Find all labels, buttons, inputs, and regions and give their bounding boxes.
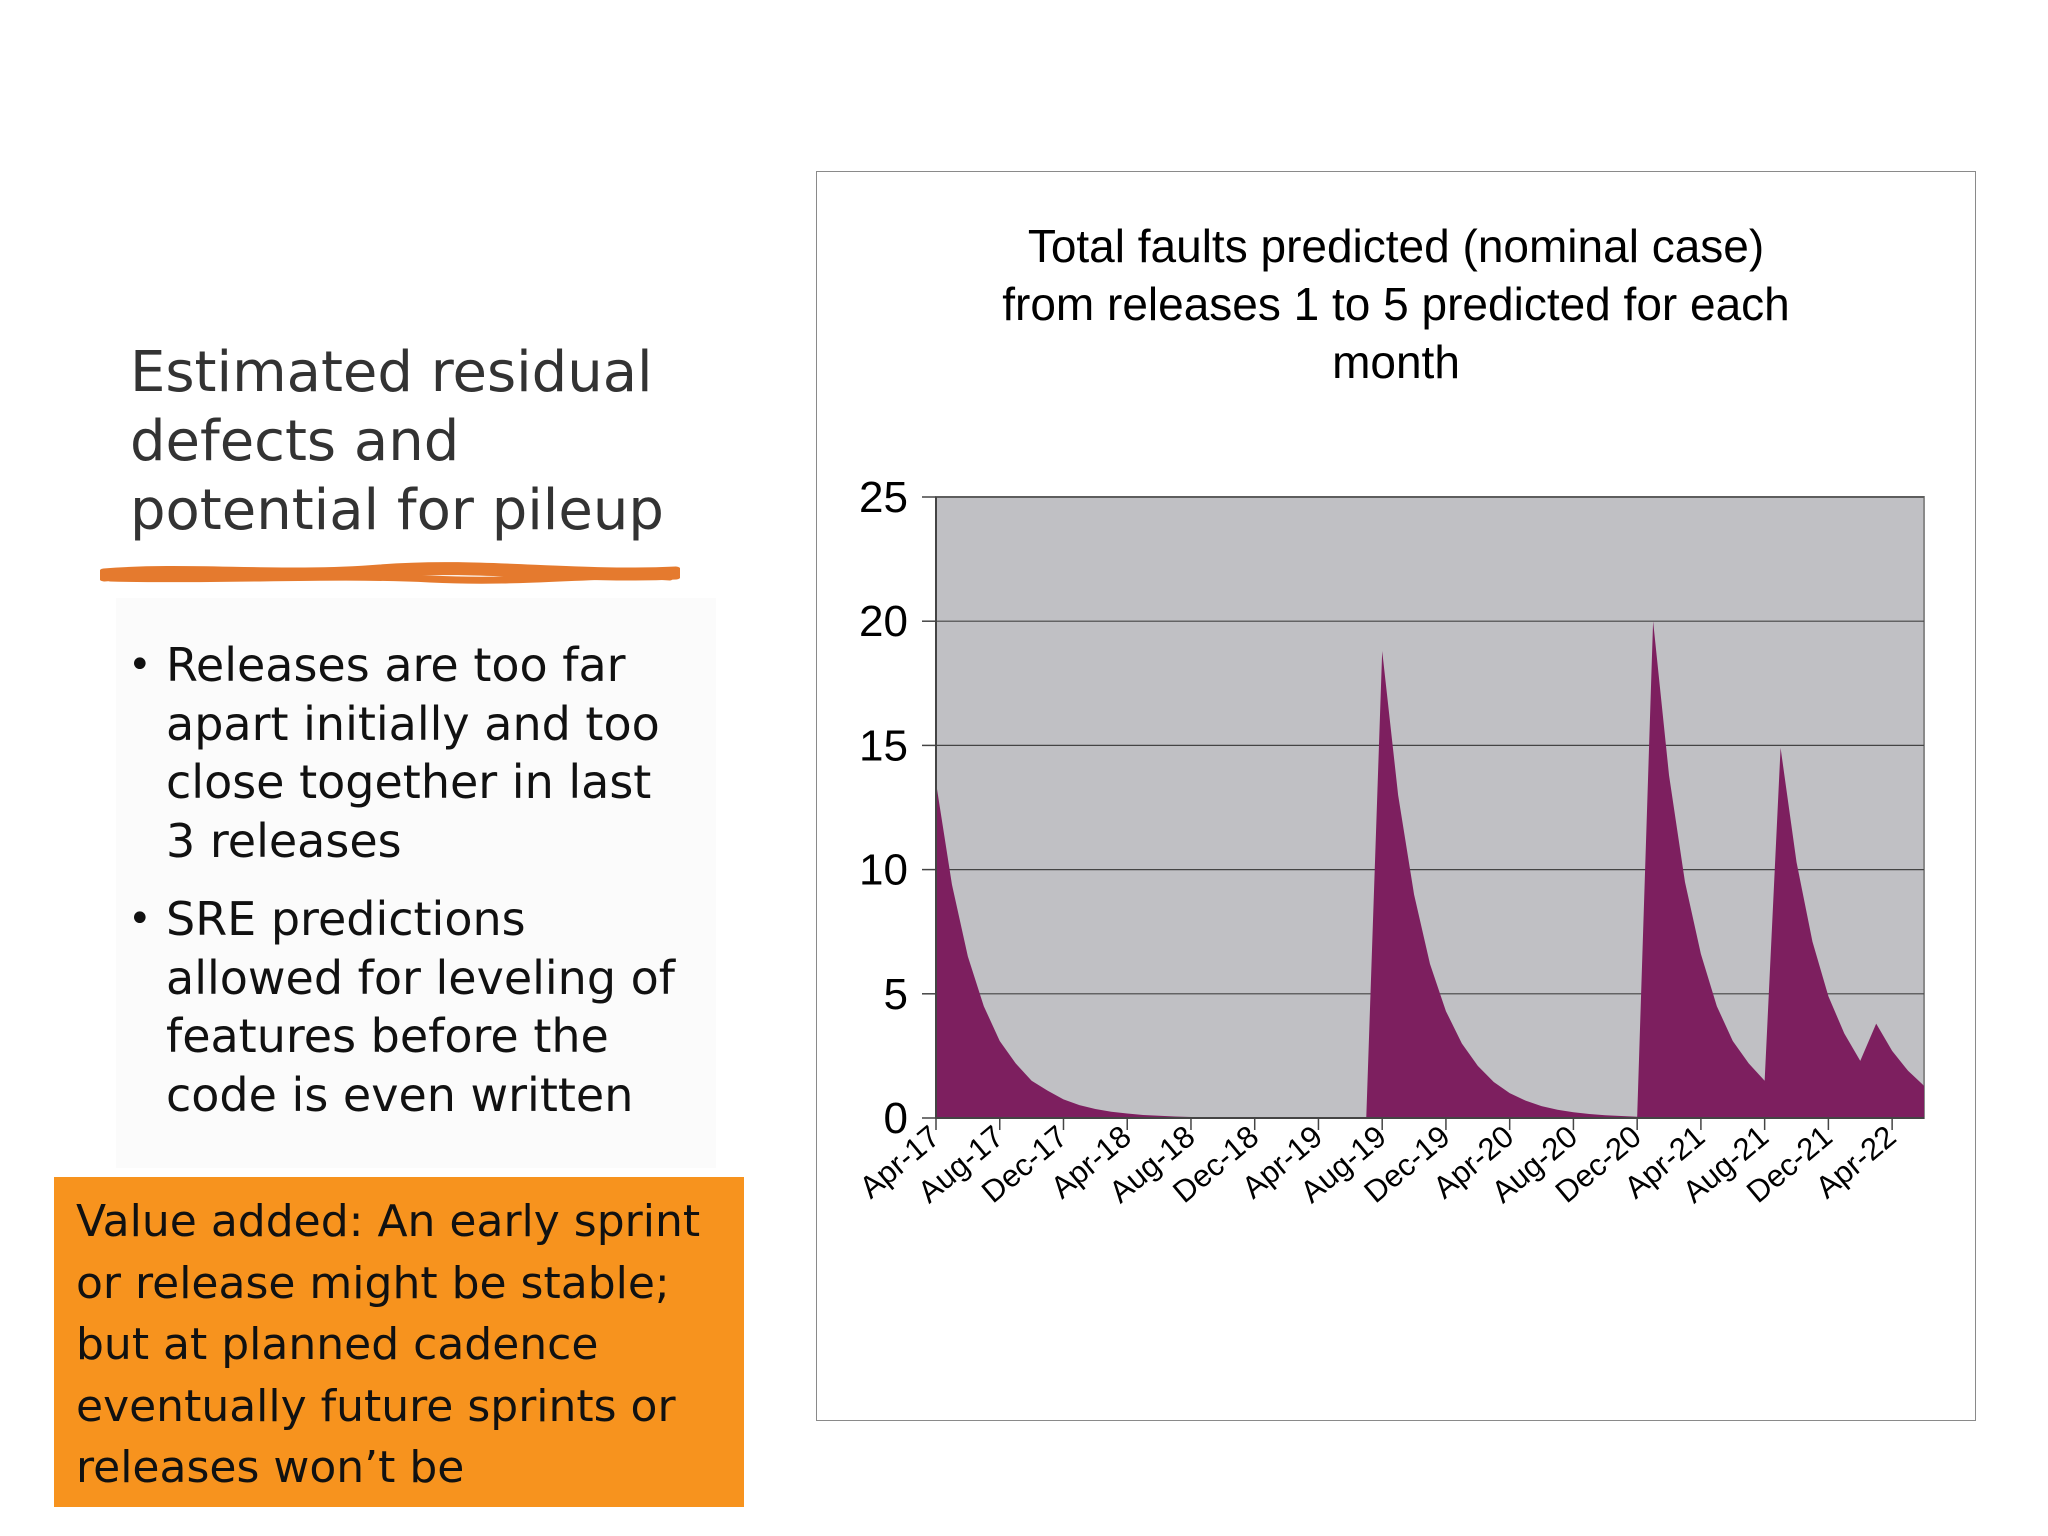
bullet-list: • Releases are too far apart initially a… [124,636,694,1144]
axes [922,496,1924,1130]
bullet-item: • Releases are too far apart initially a… [124,636,694,870]
y-tick-label: 25 [859,473,908,522]
brush-stroke-2 [106,572,674,584]
bullet-dot: • [128,642,152,688]
bullet-dot: • [128,896,152,942]
faults-area-chart: Total faults predicted (nominal case) fro… [853,220,1925,1210]
value-added-callout: Value added: An early sprint or release … [54,1177,744,1507]
chart-title-line: Total faults predicted (nominal case) [1028,220,1764,272]
chart-frame: Total faults predicted (nominal case) fro… [816,171,1976,1421]
y-tick-label: 20 [859,597,908,646]
y-tick-labels: 0 5 10 15 20 25 [859,473,908,1143]
chart-title-line: from releases 1 to 5 predicted for each [1002,278,1790,330]
chart-title: Total faults predicted (nominal case) fro… [1002,220,1790,388]
series-area [936,621,1924,1118]
slide-title: Estimated residual defects and potential… [130,340,664,543]
x-tick-labels: Apr-17Aug-17Dec-17Apr-18Aug-18Dec-18Apr-… [853,1119,1903,1210]
bullet-panel-background [116,598,716,1168]
y-tick-label: 0 [884,1094,908,1143]
bullet-text: SRE predictions allowed for leveling of … [166,892,675,1122]
orange-brush-divider [100,562,680,584]
y-tick-label: 10 [859,846,908,895]
bullet-item: • SRE predictions allowed for leveling o… [124,890,694,1124]
y-tick-label: 15 [859,721,908,770]
bullet-text: Releases are too far apart initially and… [166,638,660,868]
brush-stroke [100,562,680,582]
chart-title-line: month [1332,336,1460,388]
y-tick-label: 5 [884,970,908,1019]
